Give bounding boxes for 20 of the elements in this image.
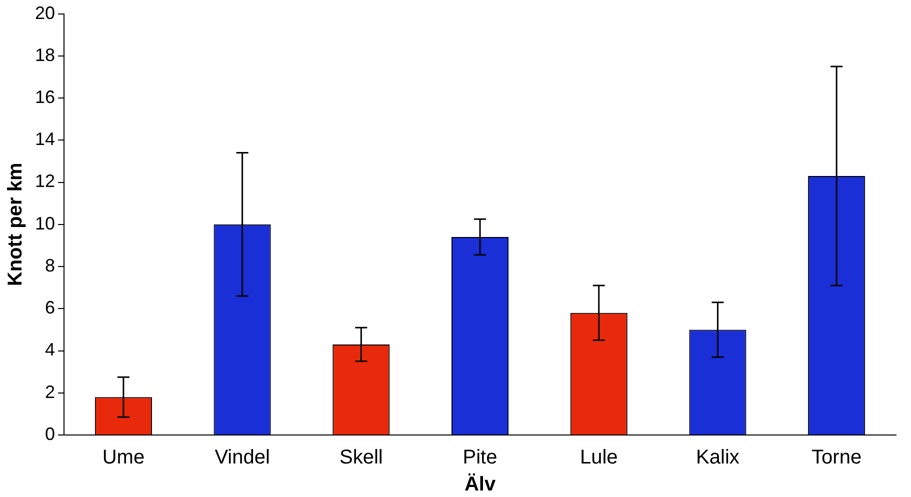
- y-tick-label: 6: [45, 298, 56, 318]
- y-axis-title: Knott per km: [4, 162, 27, 286]
- x-tick-label: Ume: [102, 446, 145, 469]
- y-tick-label: 14: [34, 129, 56, 150]
- y-tick-label: 4: [45, 340, 56, 360]
- y-tick-label: 12: [34, 171, 56, 192]
- x-axis-title: Älv: [464, 472, 496, 496]
- y-tick-label: 0: [45, 424, 56, 444]
- x-tick-label: Kalix: [696, 446, 740, 469]
- y-tick-label: 16: [34, 87, 56, 108]
- x-tick-label: Skell: [339, 446, 383, 469]
- y-tick-label: 18: [34, 44, 56, 65]
- y-tick-label: 10: [34, 213, 56, 234]
- x-tick-label: Pite: [462, 446, 498, 469]
- y-tick-label: 2: [45, 382, 56, 402]
- x-tick-label: Torne: [812, 446, 862, 469]
- x-tick-label: Lule: [580, 446, 618, 469]
- y-tick-label: 8: [45, 255, 56, 276]
- x-tick-label: Vindel: [214, 446, 270, 469]
- y-tick-label: 20: [34, 2, 56, 23]
